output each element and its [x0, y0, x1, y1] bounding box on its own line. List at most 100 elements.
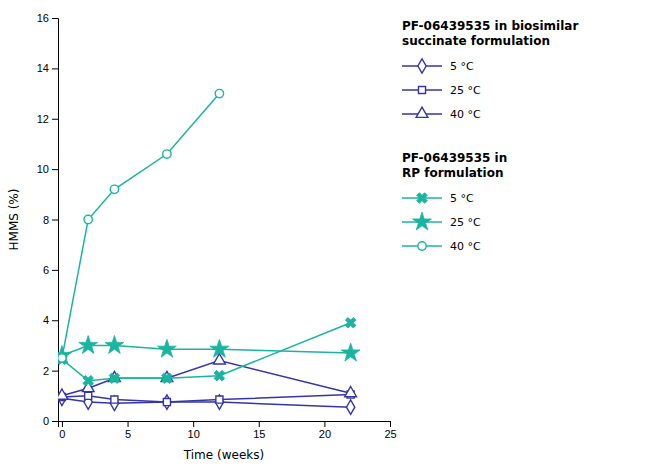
legend-marker	[413, 212, 432, 230]
data-point	[58, 389, 68, 399]
data-point	[163, 399, 170, 406]
tick-label: 10	[37, 163, 49, 175]
legend-label: 40 °C	[450, 108, 481, 121]
tick-label: 20	[319, 428, 331, 440]
legend-marker	[416, 107, 428, 117]
tick-label: 0	[59, 428, 65, 440]
data-point	[79, 336, 98, 354]
x-axis-title: Time (weeks)	[183, 448, 264, 462]
legend-title: PF-06439535 inRP formulation	[402, 151, 507, 180]
series-line	[62, 395, 351, 403]
series-line	[62, 361, 351, 396]
y-axis: 0 2 4 6 8 10 12 14 16	[37, 12, 59, 427]
tick-mark	[52, 68, 58, 69]
tick-label: 15	[253, 428, 265, 440]
legend: PF-06439535 in biosimilarsuccinate formu…	[402, 19, 578, 253]
tick-mark	[52, 421, 58, 422]
legend-label: 5 °C	[450, 192, 474, 205]
tick-mark	[128, 421, 129, 427]
tick: 25	[384, 421, 396, 440]
tick: 16	[37, 12, 58, 24]
tick-mark	[52, 119, 58, 120]
tick-label: 10	[188, 428, 200, 440]
tick: 5	[125, 421, 131, 440]
marks	[58, 89, 360, 414]
data-point	[110, 185, 118, 193]
legend-label: 25 °C	[450, 84, 481, 97]
tick-label: 4	[43, 314, 49, 326]
tick-label: 16	[37, 12, 49, 24]
tick-label: 0	[43, 415, 49, 427]
x-axis: 0 5 10 15 20 25	[59, 421, 397, 440]
data-point	[158, 339, 177, 357]
data-point	[215, 395, 223, 409]
tick-mark	[52, 371, 58, 372]
y-axis-title: HMMS (%)	[7, 189, 21, 251]
data-point	[105, 336, 124, 354]
tick-mark	[62, 421, 63, 427]
data-point	[84, 215, 92, 223]
data-point	[111, 396, 118, 403]
tick: 0	[43, 415, 58, 427]
tick: 14	[37, 62, 58, 74]
tick: 6	[43, 264, 58, 276]
axis-line	[52, 19, 59, 422]
data-point	[58, 354, 66, 362]
legend-marker	[418, 59, 426, 73]
tick: 4	[43, 314, 58, 326]
tick-mark	[52, 169, 58, 170]
legend-title: PF-06439535 in biosimilarsuccinate formu…	[402, 19, 578, 48]
legend-marker	[418, 242, 426, 250]
tick-label: 5	[125, 428, 131, 440]
data-point	[159, 370, 175, 386]
legend-label: 40 °C	[450, 240, 481, 253]
data-point	[346, 400, 354, 414]
tick-label: 8	[43, 214, 49, 226]
tick-mark	[259, 421, 260, 427]
data-point	[216, 396, 223, 403]
tick-mark	[52, 320, 58, 321]
tick-label: 6	[43, 264, 49, 276]
tick-label: 12	[37, 113, 49, 125]
tick-mark	[193, 421, 194, 427]
tick-mark	[390, 421, 391, 427]
tick-mark	[324, 421, 325, 427]
axis-line	[59, 422, 391, 428]
tick-mark	[52, 220, 58, 221]
tick: 8	[43, 214, 58, 226]
tick-mark	[52, 270, 58, 271]
tick: 2	[43, 365, 58, 377]
chart: 0 5 10 15 20 25 0 2 4 6 8 10 12 14 16 Time (weeks) HMMS …	[0, 0, 646, 471]
series-line	[62, 94, 219, 358]
data-point	[163, 395, 171, 409]
tick: 20	[319, 421, 331, 440]
tick-label: 14	[37, 62, 49, 74]
tick: 10	[37, 163, 58, 175]
tick-label: 25	[384, 428, 396, 440]
data-point	[343, 315, 359, 331]
data-point	[106, 370, 122, 386]
data-point	[210, 339, 229, 357]
data-point	[341, 343, 360, 361]
data-point	[211, 368, 227, 384]
tick-label: 2	[43, 365, 49, 377]
tick: 0	[59, 421, 65, 440]
legend-marker	[414, 190, 430, 206]
data-point	[110, 396, 118, 410]
data-point	[85, 392, 92, 399]
tick: 10	[188, 421, 200, 440]
legend-label: 25 °C	[450, 216, 481, 229]
legend-label: 5 °C	[450, 60, 474, 73]
series-line	[62, 323, 351, 381]
legend-marker	[418, 86, 425, 93]
data-point	[163, 150, 171, 158]
tick-mark	[52, 18, 58, 19]
tick: 15	[253, 421, 265, 440]
data-point	[345, 386, 357, 396]
plot: 0 5 10 15 20 25 0 2 4 6 8 10 12 14 16 Time (weeks) HMMS …	[7, 12, 397, 462]
series-line	[62, 345, 351, 355]
data-point	[80, 373, 96, 389]
data-point	[58, 346, 71, 364]
data-point	[215, 89, 223, 97]
tick: 12	[37, 113, 58, 125]
